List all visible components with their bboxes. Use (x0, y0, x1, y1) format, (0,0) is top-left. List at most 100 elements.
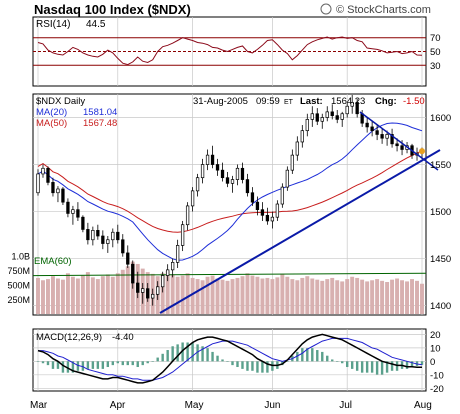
candle-body (320, 117, 324, 122)
candle-body (166, 269, 170, 276)
volume-bar (200, 280, 205, 314)
candle (56, 186, 60, 203)
macd-histogram-bar (306, 348, 309, 362)
macd-histogram-bar (106, 361, 110, 368)
candle-body (161, 275, 165, 288)
candle-body (205, 154, 210, 165)
candle (260, 202, 265, 221)
candle (380, 128, 384, 144)
volume-bar (80, 275, 85, 314)
price-tick-label: 1550 (430, 160, 451, 171)
volume-bar (250, 275, 255, 314)
volume-bar (320, 280, 325, 314)
macd-histogram-bar (76, 361, 80, 371)
volume-bar (225, 280, 230, 314)
macd-histogram-bar (390, 361, 394, 371)
volume-bar (205, 276, 210, 314)
candle-body (355, 102, 359, 115)
macd-histogram-bar (141, 361, 144, 366)
candle (330, 104, 334, 120)
candle-body (305, 119, 309, 132)
macd-histogram-bar (336, 361, 339, 362)
volume-bar (195, 279, 200, 314)
macd-histogram-bar (191, 342, 194, 362)
volume-tick-label: 750M (7, 266, 30, 276)
ma20-legend-name: MA(20) (36, 107, 67, 118)
macd-histogram-bar (181, 342, 184, 362)
candle-body (365, 122, 369, 128)
candle (345, 102, 349, 118)
candle (126, 245, 130, 268)
macd-histogram-bar (111, 361, 115, 366)
volume-bar (345, 279, 350, 314)
price-tick-label: 1450 (430, 254, 451, 265)
candle-body (200, 164, 205, 179)
candle-body (195, 177, 200, 192)
timezone-label: ET (284, 99, 294, 106)
volume-bar (350, 276, 355, 314)
volume-bar (400, 280, 405, 314)
volume-bar (335, 280, 340, 314)
macd-histogram-bar (51, 361, 55, 369)
candle-body (136, 282, 140, 293)
volume-bar (380, 280, 385, 314)
candle-body (350, 102, 354, 107)
volume-bar (75, 278, 80, 314)
candle (210, 145, 215, 169)
volume-bar (290, 279, 295, 314)
volume-bar (240, 276, 245, 314)
volume-bar (255, 276, 260, 314)
candle-body (310, 113, 314, 120)
candle (190, 187, 195, 212)
candle (46, 166, 50, 186)
candle-body (190, 190, 195, 207)
volume-bar (265, 277, 270, 314)
macd-signal-line (38, 337, 423, 381)
candle (36, 169, 40, 196)
candle-body (300, 130, 304, 143)
candle (41, 164, 45, 178)
candle (335, 109, 339, 124)
macd-histogram-bar (91, 361, 95, 369)
macd-histogram-bar (156, 357, 159, 362)
volume-bar (340, 281, 345, 314)
candle (375, 125, 379, 141)
candle (121, 234, 125, 257)
macd-histogram-bar (171, 346, 174, 362)
candle-body (141, 288, 145, 293)
candle-body (76, 209, 80, 218)
macd-histogram-bar (251, 361, 254, 371)
rsi-tick-label: 70 (430, 33, 441, 44)
macd-histogram-bar (41, 361, 45, 364)
stockcharts-logo: © StockCharts.com (320, 3, 431, 16)
candle (185, 202, 190, 231)
macd-histogram-bar (256, 361, 259, 373)
candle-body (400, 145, 404, 150)
volume-bar (310, 278, 315, 314)
volume-bar (280, 274, 285, 314)
ema-legend: EMA(60) (34, 256, 71, 267)
macd-histogram-bar (176, 344, 179, 362)
candle (275, 200, 280, 221)
candle-body (215, 164, 220, 171)
change-value: -1.50 (403, 96, 425, 107)
candle (365, 117, 369, 133)
candle (195, 173, 200, 197)
candle-body (385, 134, 389, 139)
candle (300, 125, 304, 148)
candle (91, 226, 95, 246)
candle-body (380, 134, 384, 139)
trendline-support (159, 149, 441, 314)
candle (290, 149, 294, 174)
macd-label: MACD(12,26,9) (36, 332, 102, 343)
candle (280, 183, 285, 208)
volume-bar (415, 280, 419, 314)
macd-histogram-bar (216, 355, 219, 362)
volume-bar (375, 279, 380, 314)
volume-bar (110, 276, 115, 314)
candle (220, 162, 225, 182)
candle-body (71, 209, 75, 214)
candle (355, 98, 359, 118)
rsi-panel: RSI(14) 44.5 30 50 70 (32, 16, 441, 87)
macd-histogram-bar (126, 361, 129, 366)
